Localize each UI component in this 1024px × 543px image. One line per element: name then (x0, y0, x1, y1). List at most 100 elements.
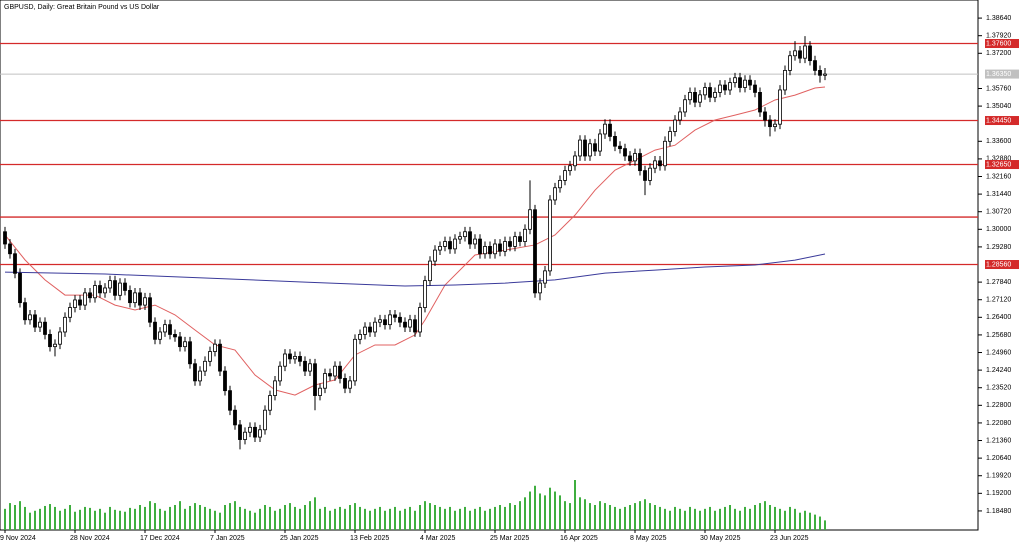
candle-body (443, 241, 447, 247)
candle-body (173, 334, 177, 338)
y-tick-label: 1.19920 (986, 473, 1011, 480)
volume-bar (784, 510, 786, 530)
volume-bar (579, 497, 581, 530)
candle-body (348, 380, 352, 389)
candle-body (128, 290, 132, 304)
candle-body (513, 236, 517, 247)
candle-body (723, 84, 727, 91)
candle-body (398, 316, 402, 323)
candle-body (618, 145, 622, 150)
volume-bar (739, 510, 741, 530)
y-tick-label: 1.31440 (986, 191, 1011, 198)
candle-body (463, 231, 467, 238)
volume-bar (434, 505, 436, 530)
y-tick-label: 1.37920 (986, 33, 1011, 40)
x-tick-label: 23 Jun 2025 (770, 535, 809, 542)
candle-body (498, 243, 502, 252)
candle-body (208, 351, 212, 362)
volume-bar (754, 505, 756, 530)
volume-bar (519, 501, 521, 530)
volume-bar (649, 503, 651, 530)
candle-body (538, 282, 542, 294)
x-tick-label: 17 Dec 2024 (140, 535, 180, 542)
candle-body (238, 424, 242, 440)
candle-body (708, 87, 712, 98)
candle-body (588, 143, 592, 157)
candle-body (518, 236, 522, 242)
candle-body (553, 187, 557, 201)
volume-bar (369, 510, 371, 530)
volume-bar (794, 508, 796, 530)
candle-body (153, 321, 157, 340)
volume-bar (414, 510, 416, 530)
candle-body (698, 94, 702, 103)
candle-body (788, 55, 792, 71)
candle-body (108, 280, 112, 289)
candle-body (528, 209, 532, 230)
candle-body (423, 280, 427, 308)
volume-bar (109, 506, 111, 530)
y-tick-label: 1.26400 (986, 314, 1011, 321)
volume-bar (779, 508, 781, 530)
volume-bar (694, 508, 696, 530)
candle-body (503, 241, 507, 252)
candle-body (748, 79, 752, 86)
chart-title: GBPUSD, Daily: Great Britain Pound vs US… (4, 4, 160, 11)
candle-body (673, 119, 677, 132)
volume-bar (814, 514, 816, 530)
candle-body (648, 167, 652, 181)
volume-bar (99, 508, 101, 530)
candle-body (213, 343, 217, 352)
candle-body (103, 287, 107, 294)
volume-bar (509, 503, 511, 530)
volume-bar (759, 503, 761, 530)
volume-bar (819, 516, 821, 530)
volume-bar (804, 510, 806, 530)
candle-body (548, 199, 552, 272)
candle-body (778, 89, 782, 125)
volume-bar (24, 506, 26, 530)
volume-bar (309, 501, 311, 530)
volume-bar (719, 508, 721, 530)
volume-bar (279, 508, 281, 530)
price-label-box (985, 69, 1019, 79)
volume-bar (79, 509, 81, 530)
volume-bar (699, 510, 701, 530)
candle-body (258, 429, 262, 438)
candle-body (218, 343, 222, 372)
volume-bar (774, 506, 776, 530)
candle-body (273, 380, 277, 396)
candle-body (568, 165, 572, 172)
volume-bar (619, 508, 621, 530)
volume-bar (344, 508, 346, 530)
candle-body (738, 77, 742, 88)
volume-bar (489, 508, 491, 530)
candle-body (138, 292, 142, 306)
price-label: 1.36350 (986, 71, 1011, 78)
volume-bar (569, 503, 571, 530)
candle-body (223, 370, 227, 392)
y-tick-label: 1.21360 (986, 437, 1011, 444)
candle-body (768, 119, 772, 128)
candle-body (303, 360, 307, 372)
volume-bar (379, 506, 381, 530)
volume-bar (4, 508, 6, 530)
volume-bar (454, 510, 456, 530)
volume-bar (494, 506, 496, 530)
candle-body (563, 170, 567, 181)
volume-bar (9, 503, 11, 530)
volume-bar (219, 512, 221, 530)
volume-bar (334, 508, 336, 530)
volume-bar (129, 507, 131, 530)
candle-body (313, 363, 317, 396)
candle-body (358, 334, 362, 340)
candle-body (643, 170, 647, 181)
candle-body (253, 426, 257, 438)
volume-bar (189, 505, 191, 530)
volume-bar (744, 506, 746, 530)
candle-body (293, 356, 297, 360)
candle-body (283, 353, 287, 367)
volume-bar (34, 510, 36, 530)
volume-bar (609, 505, 611, 530)
candle-body (373, 321, 377, 333)
